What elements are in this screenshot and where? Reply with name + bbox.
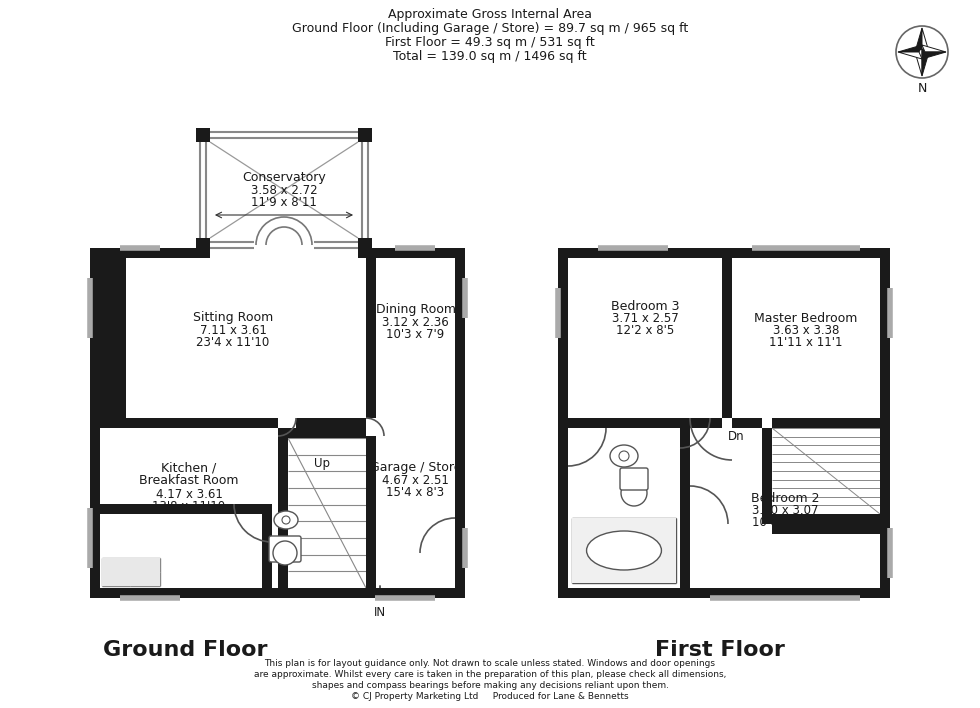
Text: 4.17 x 3.61: 4.17 x 3.61 bbox=[156, 488, 222, 501]
Text: 23'4 x 11'10: 23'4 x 11'10 bbox=[196, 336, 270, 350]
Bar bbox=[100, 504, 262, 514]
Bar bbox=[196, 128, 210, 142]
Bar bbox=[558, 248, 890, 258]
Bar bbox=[366, 258, 376, 418]
Text: Ground Floor (Including Garage / Store) = 89.7 sq m / 965 sq ft: Ground Floor (Including Garage / Store) … bbox=[292, 22, 688, 35]
Bar bbox=[680, 428, 690, 588]
Bar bbox=[568, 418, 722, 428]
Text: 11'11 x 11'1: 11'11 x 11'1 bbox=[769, 336, 843, 350]
Text: IN: IN bbox=[374, 605, 386, 619]
Circle shape bbox=[273, 541, 297, 565]
Bar bbox=[90, 588, 465, 598]
Polygon shape bbox=[922, 49, 929, 76]
Bar bbox=[558, 588, 890, 598]
Polygon shape bbox=[915, 49, 922, 76]
Text: 10'6 x 10'1: 10'6 x 10'1 bbox=[752, 517, 818, 530]
Bar bbox=[732, 418, 762, 428]
Text: This plan is for layout guidance only. Not drawn to scale unless stated. Windows: This plan is for layout guidance only. N… bbox=[265, 659, 715, 668]
Text: are approximate. Whilst every care is taken in the preparation of this plan, ple: are approximate. Whilst every care is ta… bbox=[254, 670, 726, 679]
Bar bbox=[772, 418, 880, 428]
Text: 15'4 x 8'3: 15'4 x 8'3 bbox=[386, 486, 445, 500]
FancyBboxPatch shape bbox=[269, 536, 301, 562]
Text: 3.20 x 3.07: 3.20 x 3.07 bbox=[752, 505, 818, 518]
Text: Breakfast Room: Breakfast Room bbox=[139, 474, 239, 488]
Bar bbox=[358, 128, 372, 142]
Text: Conservatory: Conservatory bbox=[242, 171, 326, 185]
Text: First Floor: First Floor bbox=[655, 640, 785, 660]
Bar bbox=[296, 418, 366, 428]
Polygon shape bbox=[915, 28, 922, 55]
Ellipse shape bbox=[274, 511, 298, 529]
Polygon shape bbox=[922, 28, 929, 55]
Bar bbox=[278, 428, 366, 438]
Text: Sitting Room: Sitting Room bbox=[193, 312, 273, 324]
Text: 3.63 x 3.38: 3.63 x 3.38 bbox=[773, 324, 839, 338]
Text: Garage / Store: Garage / Store bbox=[369, 462, 462, 474]
Text: 11'9 x 8'11: 11'9 x 8'11 bbox=[251, 197, 317, 210]
Text: Up: Up bbox=[314, 457, 330, 469]
Text: 3.71 x 2.57: 3.71 x 2.57 bbox=[612, 312, 678, 326]
Bar bbox=[90, 258, 126, 418]
Bar bbox=[262, 504, 272, 588]
Text: © CJ Property Marketing Ltd     Produced for Lane & Bennetts: © CJ Property Marketing Ltd Produced for… bbox=[351, 692, 629, 701]
Text: 7.11 x 3.61: 7.11 x 3.61 bbox=[200, 324, 267, 338]
Text: N: N bbox=[917, 81, 927, 94]
Bar bbox=[358, 238, 372, 252]
Polygon shape bbox=[922, 52, 946, 59]
Bar bbox=[358, 248, 465, 258]
Circle shape bbox=[282, 516, 290, 524]
Text: Dining Room: Dining Room bbox=[375, 304, 456, 316]
Text: Approximate Gross Internal Area: Approximate Gross Internal Area bbox=[388, 8, 592, 21]
Text: 3.12 x 2.36: 3.12 x 2.36 bbox=[382, 316, 449, 329]
Bar bbox=[102, 558, 160, 586]
Bar bbox=[558, 248, 568, 598]
Text: First Floor = 49.3 sq m / 531 sq ft: First Floor = 49.3 sq m / 531 sq ft bbox=[385, 36, 595, 49]
Text: Total = 139.0 sq m / 1496 sq ft: Total = 139.0 sq m / 1496 sq ft bbox=[393, 50, 587, 63]
Polygon shape bbox=[898, 52, 922, 59]
Text: Bedroom 2: Bedroom 2 bbox=[751, 491, 819, 505]
Bar bbox=[722, 258, 732, 418]
Bar bbox=[572, 518, 676, 583]
Polygon shape bbox=[922, 45, 946, 52]
Bar bbox=[762, 428, 772, 524]
Bar bbox=[196, 238, 210, 252]
Text: Dn: Dn bbox=[727, 430, 744, 442]
Text: 12'2 x 8'5: 12'2 x 8'5 bbox=[615, 324, 674, 338]
Circle shape bbox=[619, 451, 629, 461]
Polygon shape bbox=[898, 45, 922, 52]
Text: 3.58 x 2.72: 3.58 x 2.72 bbox=[251, 185, 318, 198]
Bar bbox=[880, 248, 890, 598]
Text: Kitchen /: Kitchen / bbox=[162, 462, 217, 474]
Text: 13'8 x 11'10: 13'8 x 11'10 bbox=[153, 500, 225, 513]
Text: 10'3 x 7'9: 10'3 x 7'9 bbox=[386, 329, 445, 341]
Ellipse shape bbox=[587, 531, 662, 570]
Bar bbox=[90, 248, 210, 258]
Text: Bedroom 3: Bedroom 3 bbox=[611, 299, 679, 312]
Text: 4.67 x 2.51: 4.67 x 2.51 bbox=[382, 474, 449, 488]
Text: Master Bedroom: Master Bedroom bbox=[755, 312, 858, 324]
Bar bbox=[278, 428, 288, 588]
Circle shape bbox=[621, 480, 647, 506]
Bar bbox=[100, 418, 278, 428]
Text: Ground Floor: Ground Floor bbox=[103, 640, 268, 660]
Bar bbox=[90, 248, 100, 598]
Bar bbox=[455, 248, 465, 598]
Ellipse shape bbox=[610, 445, 638, 467]
Bar bbox=[772, 524, 880, 534]
FancyBboxPatch shape bbox=[620, 468, 648, 490]
Text: shapes and compass bearings before making any decisions reliant upon them.: shapes and compass bearings before makin… bbox=[312, 681, 668, 690]
Bar bbox=[366, 436, 376, 588]
Bar bbox=[772, 514, 880, 524]
